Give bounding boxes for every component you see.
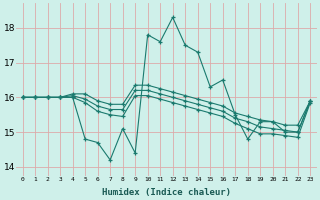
X-axis label: Humidex (Indice chaleur): Humidex (Indice chaleur) — [102, 188, 231, 197]
